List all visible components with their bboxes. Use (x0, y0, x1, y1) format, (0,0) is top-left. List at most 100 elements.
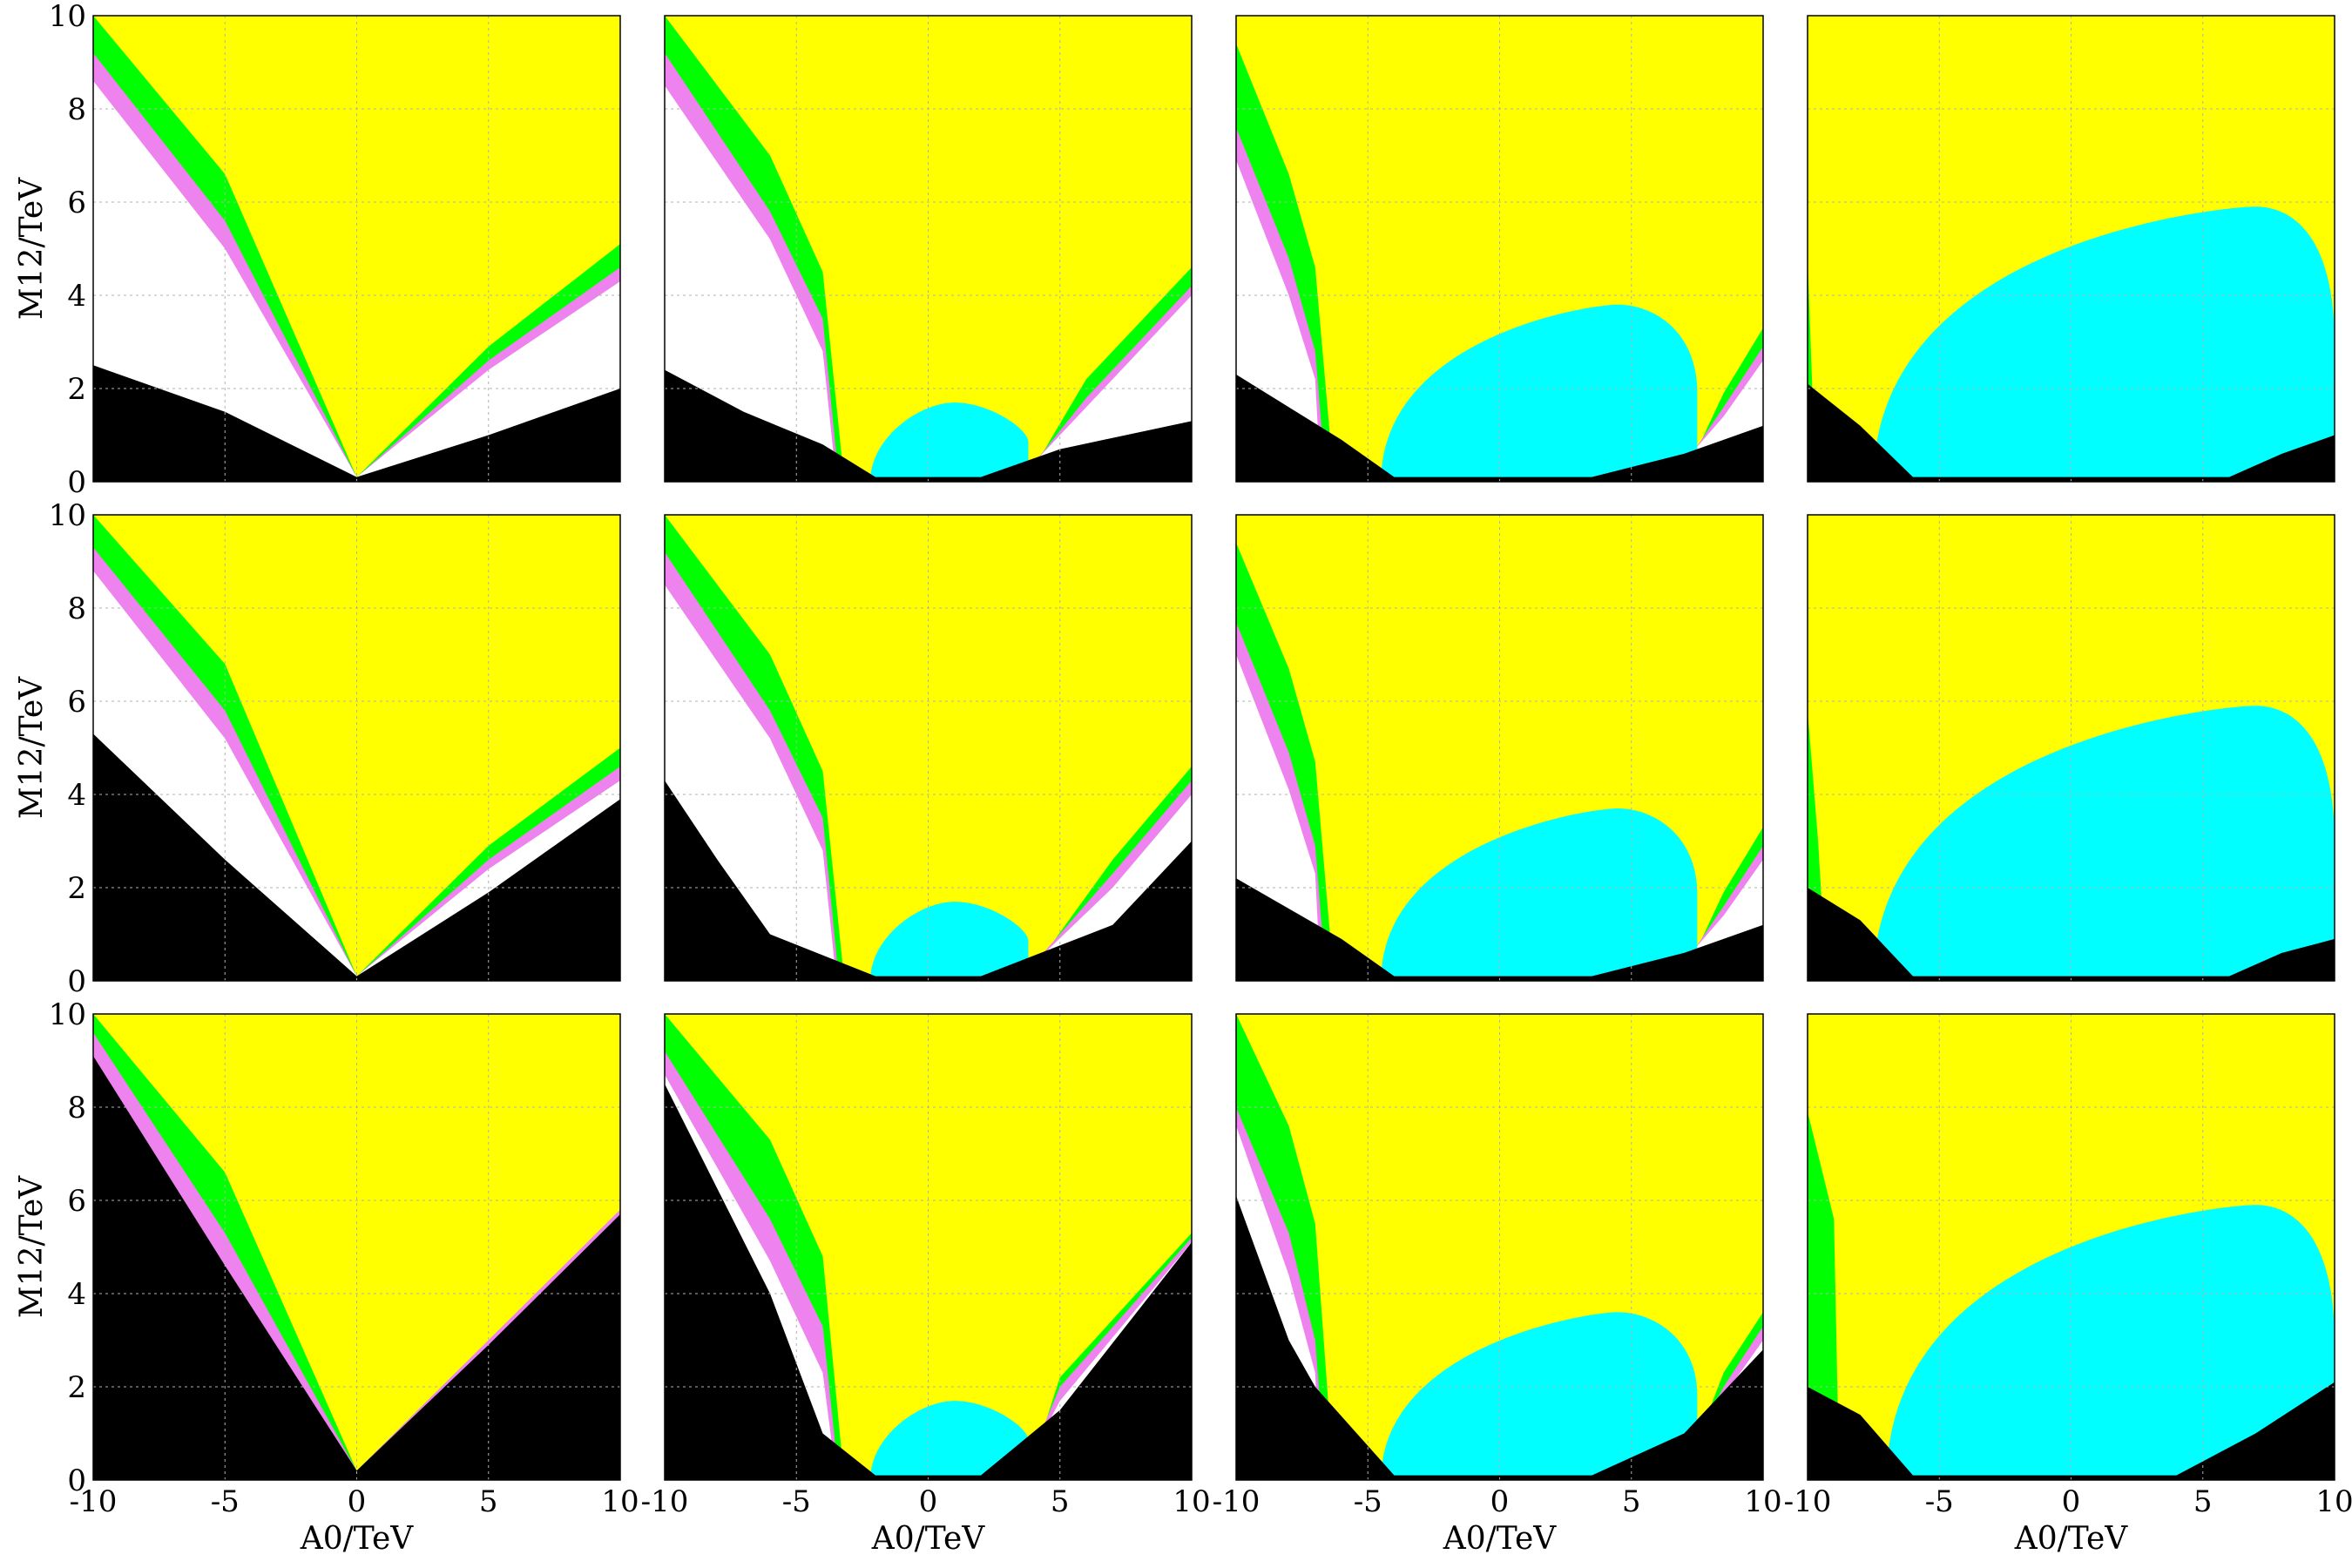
panel-frame (1235, 514, 1764, 982)
y-axis-label-row-2: M12/TeV (14, 1175, 50, 1318)
x-tick-label: -10 (641, 1484, 689, 1519)
x-axis-label-col-3: A0/TeV (2014, 1521, 2129, 1557)
region-excluded (1808, 383, 2335, 482)
x-tick-label: -5 (782, 1484, 811, 1519)
grid-lines (93, 515, 620, 981)
panel-frame (664, 15, 1193, 483)
panel-frame (1235, 15, 1764, 483)
region-white (93, 80, 620, 482)
y-tick-label: 8 (67, 591, 86, 626)
x-tick-label: 5 (1051, 1484, 1070, 1519)
panel-r2-c3: -10 -5 0 5 10 (1784, 1013, 2352, 1519)
x-axis-label-col-0: A0/TeV (300, 1521, 415, 1557)
y-tick-label: 4 (67, 1277, 86, 1312)
panel-r0-c1 (664, 15, 1193, 483)
panel-regions (1808, 1112, 2335, 1480)
region-cyan (1381, 808, 1698, 981)
x-tick-label: 10 (1744, 1484, 1781, 1519)
y-tick-label: 2 (67, 871, 86, 906)
region-cyan (1873, 206, 2335, 482)
x-tick-label: 0 (919, 1484, 938, 1519)
panel-frame (1235, 1013, 1764, 1481)
y-tick-label: 0 (67, 1463, 86, 1498)
grid-lines (1236, 1014, 1763, 1480)
y-tick-label: 2 (67, 1370, 86, 1405)
grid-lines (1236, 515, 1763, 981)
y-tick-label: 10 (49, 0, 86, 34)
labels-layer: M12/TeV M12/TeV M12/TeV A0/TeV A0/TeV A0… (14, 177, 2128, 1557)
y-axis-label-row-1: M12/TeV (14, 676, 50, 819)
panel-regions (1236, 1014, 1763, 1480)
region-cyan (870, 902, 1029, 981)
x-tick-label: 5 (479, 1484, 498, 1519)
region-excluded (1236, 374, 1763, 482)
x-tick-label: 10 (1173, 1484, 1210, 1519)
panel-r1-c1 (664, 514, 1193, 982)
y-tick-label: 6 (67, 685, 86, 720)
region-excluded (665, 781, 1192, 981)
grid-lines (93, 1014, 620, 1480)
region-excluded (1808, 888, 2335, 981)
y-tick-label: 4 (67, 778, 86, 813)
x-tick-label: -10 (70, 1484, 118, 1519)
y-tick-label: 8 (67, 92, 86, 127)
y-tick-label: 6 (67, 1184, 86, 1219)
x-tick-label: 10 (601, 1484, 639, 1519)
y-tick-label: 0 (67, 465, 86, 500)
region-green (1808, 1112, 1840, 1480)
y-tick-label: 4 (67, 279, 86, 314)
y-tick-label: 6 (67, 186, 86, 220)
x-tick-label: -5 (211, 1484, 240, 1519)
panel-frame (664, 514, 1193, 982)
x-tick-label: 5 (2193, 1484, 2213, 1519)
x-tick-label: -5 (1925, 1484, 1954, 1519)
y-tick-label: 8 (67, 1091, 86, 1125)
panel-r0-c3 (1807, 15, 2335, 483)
region-cyan (870, 1401, 1029, 1480)
panel-frame (92, 514, 621, 982)
grid-lines (1808, 515, 2335, 981)
panel-frame (664, 1013, 1193, 1481)
y-axis-label-row-0: M12/TeV (14, 177, 50, 320)
x-tick-label: 5 (1622, 1484, 1641, 1519)
x-tick-label: 0 (1490, 1484, 1510, 1519)
y-tick-label: 0 (67, 964, 86, 999)
grid-lines (1808, 16, 2335, 482)
x-tick-label: -10 (1784, 1484, 1832, 1519)
panel-regions (1808, 206, 2335, 482)
y-tick-label: 2 (67, 372, 86, 407)
x-tick-label: 0 (348, 1484, 367, 1519)
panel-r2-c1: -10 -5 0 5 10 (641, 1013, 1211, 1519)
region-excluded (1236, 1195, 1763, 1480)
x-axis-label-col-2: A0/TeV (1443, 1521, 1558, 1557)
region-cyan (870, 402, 1029, 482)
grid-lines (665, 16, 1192, 482)
panel-r1-c0: 0 2 4 6 8 10 (49, 498, 621, 999)
x-tick-label: -5 (1354, 1484, 1382, 1519)
region-cyan (1873, 706, 2335, 981)
panel-frame (1807, 15, 2335, 483)
grid-lines (665, 1014, 1192, 1480)
region-cyan (1381, 304, 1698, 482)
panel-r1-c2 (1235, 514, 1764, 982)
panel-r2-c2: -10 -5 0 5 10 (1213, 1013, 1782, 1519)
panel-regions (1236, 44, 1763, 482)
panel-frame (92, 1013, 621, 1481)
x-tick-label: 10 (2315, 1484, 2352, 1519)
region-cyan (1886, 1205, 2335, 1480)
panel-frame (1807, 514, 2335, 982)
grid-lines (665, 515, 1192, 981)
grid-lines (93, 16, 620, 482)
region-excluded (93, 365, 620, 482)
panel-r0-c2 (1235, 15, 1764, 483)
panel-regions (1236, 543, 1763, 981)
grid-lines (1808, 1014, 2335, 1480)
region-cyan (1381, 1312, 1698, 1480)
region-excluded (665, 369, 1192, 482)
panel-r0-c0: 0 2 4 6 8 10 (49, 0, 621, 500)
panel-frame (1807, 1013, 2335, 1481)
region-excluded (1808, 1382, 2335, 1480)
panel-frame (92, 15, 621, 483)
